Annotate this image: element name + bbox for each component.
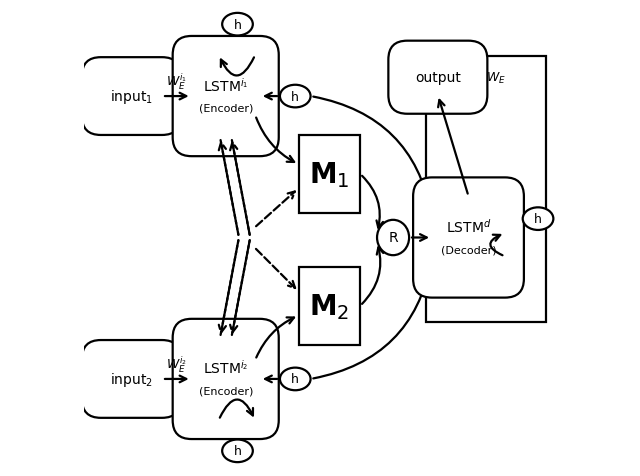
Text: input$_2$: input$_2$ — [110, 370, 153, 388]
Bar — [299, 268, 360, 345]
Text: h: h — [234, 445, 241, 457]
Text: h: h — [291, 90, 299, 103]
Text: LSTM$^d$: LSTM$^d$ — [446, 218, 491, 235]
Ellipse shape — [280, 368, 310, 390]
Text: $\mathbf{M}_1$: $\mathbf{M}_1$ — [309, 159, 349, 189]
Ellipse shape — [280, 86, 310, 108]
Text: h: h — [534, 213, 542, 226]
FancyBboxPatch shape — [82, 58, 181, 136]
Bar — [426, 57, 547, 323]
Bar — [299, 136, 360, 213]
FancyBboxPatch shape — [413, 178, 524, 298]
Text: (Encoder): (Encoder) — [198, 386, 253, 396]
Ellipse shape — [377, 220, 409, 256]
Text: LSTM$^{i_2}$: LSTM$^{i_2}$ — [203, 358, 248, 377]
Ellipse shape — [222, 14, 253, 36]
Text: $W^{i_2}_E$: $W^{i_2}_E$ — [166, 354, 188, 374]
Text: output: output — [415, 71, 461, 85]
Text: h: h — [234, 19, 241, 31]
Text: $W_E$: $W_E$ — [486, 70, 506, 86]
Text: input$_1$: input$_1$ — [110, 88, 153, 106]
Text: $\mathbf{M}_2$: $\mathbf{M}_2$ — [309, 291, 349, 321]
FancyBboxPatch shape — [173, 319, 279, 439]
FancyBboxPatch shape — [173, 37, 279, 157]
Text: (Encoder): (Encoder) — [198, 104, 253, 114]
Text: R: R — [388, 231, 398, 245]
Ellipse shape — [222, 440, 253, 462]
Text: h: h — [291, 373, 299, 386]
Text: LSTM$^{i_1}$: LSTM$^{i_1}$ — [203, 76, 248, 94]
Text: (Decoder): (Decoder) — [441, 245, 496, 255]
Ellipse shape — [523, 208, 554, 230]
FancyBboxPatch shape — [388, 41, 488, 115]
FancyBboxPatch shape — [82, 340, 181, 418]
Text: $W^{i_1}_E$: $W^{i_1}_E$ — [166, 72, 188, 92]
